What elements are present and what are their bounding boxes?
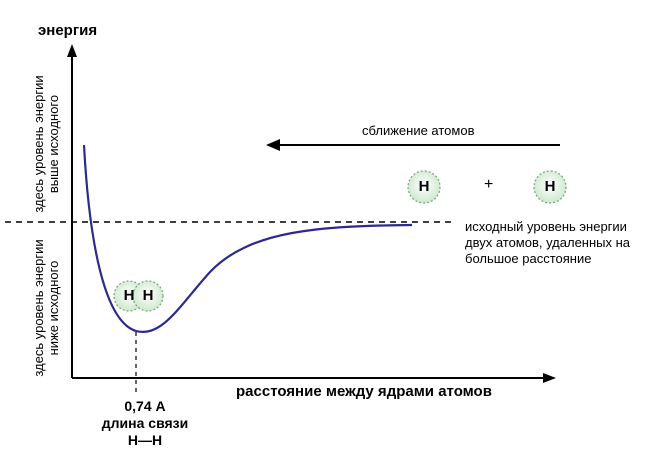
molecule-atom-left-label: Н <box>123 287 135 304</box>
bond-length-caption: длина связи <box>101 415 189 431</box>
approach-label: сближение атомов <box>362 123 475 138</box>
separate-atom-right-label: Н <box>544 178 556 195</box>
molecule-atom-right <box>132 280 164 312</box>
region-above-label: здесь уровень энергии выше исходного <box>31 64 61 224</box>
approach-arrowhead <box>266 139 280 151</box>
region-above-line-2: выше исходного <box>46 94 61 194</box>
molecule-atom-right-label: Н <box>142 287 154 304</box>
x-axis-title: расстояние между ядрами атомов <box>236 383 492 400</box>
region-below-line-1: здесь уровень энергии <box>31 239 46 377</box>
plus-sign: + <box>484 176 494 193</box>
x-axis-arrowhead <box>543 373 556 383</box>
bond-name: Н—Н <box>127 432 163 448</box>
potential-energy-curve <box>82 144 413 334</box>
bond-length-label: 0,74 А длина связи Н—Н <box>100 398 190 449</box>
separate-atom-right <box>533 170 567 204</box>
baseline-note-line-2: двух атомов, удаленных на <box>465 235 631 250</box>
region-below-line-2: ниже исходного <box>46 260 61 356</box>
region-above-line-1: здесь уровень энергии <box>31 75 46 213</box>
baseline-note-line-3: большое расстояние <box>465 251 592 266</box>
separate-atom-left <box>407 170 441 204</box>
y-axis-title: энергия <box>38 22 98 39</box>
bond-length-value: 0,74 А <box>124 398 166 414</box>
region-below-label: здесь уровень энергии ниже исходного <box>31 228 61 388</box>
separate-atom-left-label: Н <box>418 178 430 195</box>
y-axis-arrowhead <box>67 44 77 57</box>
baseline-note-line-1: исходный уровень энергии <box>465 219 627 234</box>
baseline-note: исходный уровень энергии двух атомов, уд… <box>465 219 630 267</box>
